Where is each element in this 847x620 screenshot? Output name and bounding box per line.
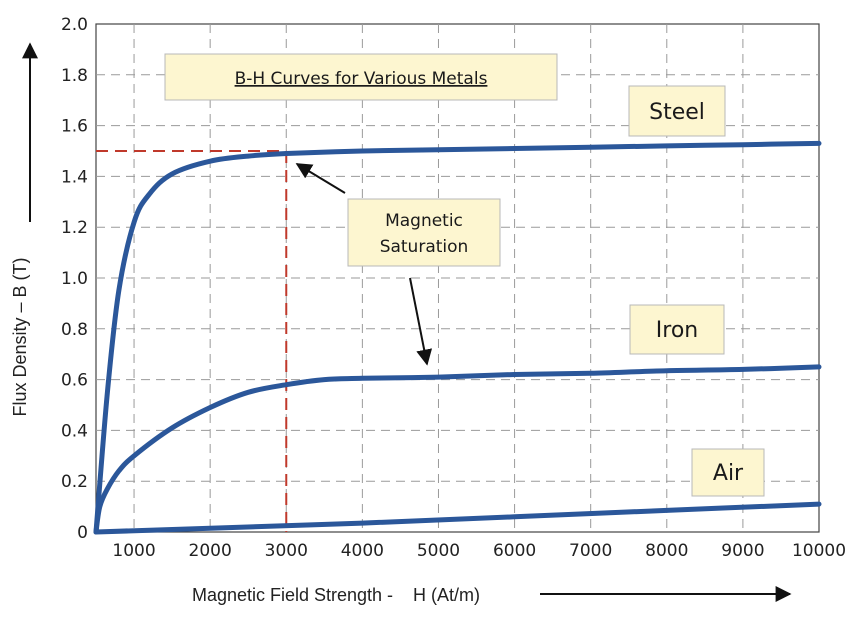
steel-label-background bbox=[628, 85, 726, 137]
x-tick-label: 8000 bbox=[645, 541, 688, 561]
chart-title-box: B-H Curves for Various Metals bbox=[164, 53, 558, 101]
x-tick-label: 2000 bbox=[189, 541, 232, 561]
x-tick-label: 7000 bbox=[569, 541, 612, 561]
y-axis-label: Flux Density – B (T) bbox=[10, 257, 30, 416]
y-tick-label: 1.8 bbox=[61, 66, 88, 86]
saturation-callout-background bbox=[347, 198, 501, 267]
y-tick-label: 1.0 bbox=[61, 269, 88, 289]
saturation-arrow-iron bbox=[409, 277, 433, 366]
series-line-steel bbox=[93, 140, 822, 535]
x-tick-label: 1000 bbox=[112, 541, 155, 561]
y-tick-label: 0.6 bbox=[61, 371, 88, 391]
iron-label: Iron bbox=[656, 318, 698, 343]
title-box-background bbox=[164, 53, 558, 101]
x-tick-label: 5000 bbox=[417, 541, 460, 561]
air-label: Air bbox=[713, 461, 744, 486]
chart-title: B-H Curves for Various Metals bbox=[235, 69, 488, 89]
y-tick-label: 1.6 bbox=[61, 117, 88, 137]
iron-label-box: Iron bbox=[629, 304, 725, 355]
y-tick-label: 0 bbox=[77, 523, 88, 543]
saturation-callout-line-1: Magnetic bbox=[385, 211, 463, 231]
x-axis-label: Magnetic Field Strength - H (At/m) bbox=[192, 585, 480, 605]
y-tick-label: 1.2 bbox=[61, 218, 88, 238]
x-tick-label: 4000 bbox=[341, 541, 384, 561]
y-tick-labels: 0 0.2 0.4 0.6 0.8 1.0 1.2 1.4 1.6 1.8 2.0 bbox=[61, 15, 88, 543]
x-tick-label: 9000 bbox=[721, 541, 764, 561]
series-line-air bbox=[93, 501, 822, 535]
x-tick-label: 10000 bbox=[792, 541, 846, 561]
x-tick-label: 3000 bbox=[265, 541, 308, 561]
y-tick-label: 0.4 bbox=[61, 421, 88, 441]
iron-label-background bbox=[629, 304, 725, 355]
saturation-callout: Magnetic Saturation bbox=[295, 163, 501, 366]
air-label-box: Air bbox=[691, 448, 765, 497]
y-tick-label: 2.0 bbox=[61, 15, 88, 35]
air-label-background bbox=[691, 448, 765, 497]
x-tick-label: 6000 bbox=[493, 541, 536, 561]
saturation-arrow-steel bbox=[295, 163, 346, 194]
y-tick-label: 1.4 bbox=[61, 167, 88, 187]
y-tick-label: 0.2 bbox=[61, 472, 88, 492]
saturation-callout-line-2: Saturation bbox=[380, 237, 469, 257]
series-line-iron bbox=[93, 364, 822, 535]
y-tick-label: 0.8 bbox=[61, 320, 88, 340]
steel-label: Steel bbox=[649, 100, 705, 125]
x-tick-labels: 1000 2000 3000 4000 5000 6000 7000 8000 9000 1000… bbox=[112, 541, 846, 561]
steel-label-box: Steel bbox=[628, 85, 726, 137]
series-layer bbox=[93, 140, 822, 535]
